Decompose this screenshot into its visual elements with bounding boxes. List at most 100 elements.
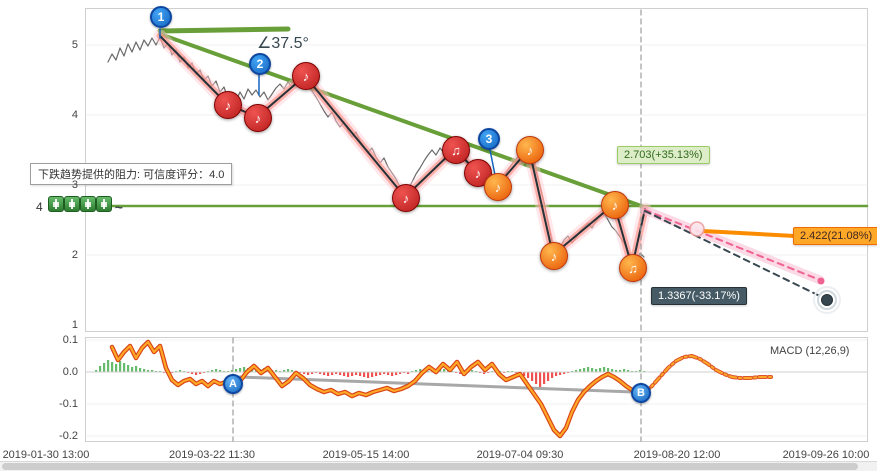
- macd-hist-bar: [107, 360, 110, 372]
- y-axis-tick: -0.1: [59, 398, 78, 410]
- x-axis-tick: 2019-07-04 09:30: [476, 449, 564, 461]
- pivot-marker-2[interactable]: 2: [249, 53, 271, 75]
- macd-hist-bar: [603, 367, 606, 372]
- macd-hist-bar: [327, 372, 330, 376]
- macd-marker-B[interactable]: B: [631, 383, 651, 403]
- macd-hist-bar: [323, 372, 326, 375]
- macd-hist-bar: [195, 372, 198, 375]
- resistance-level-badge[interactable]: 2.703(+35.13%): [617, 146, 710, 164]
- macd-hist-bar: [191, 372, 194, 374]
- macd-hist-bar: [275, 370, 278, 372]
- projection-dark: [644, 210, 827, 300]
- macd-hist-bar: [231, 370, 234, 372]
- macd-hist-bar: [343, 372, 346, 376]
- macd-hist-bar: [143, 369, 146, 372]
- pivot-marker-3[interactable]: 3: [478, 128, 500, 150]
- macd-hist-bar: [471, 370, 474, 372]
- macd-hist-bar: [619, 370, 622, 372]
- y-axis-tick: 1: [71, 319, 78, 331]
- x-axis-tick: 2019-08-20 12:00: [633, 449, 721, 461]
- macd-hist-bar: [335, 372, 338, 374]
- target-mid-badge[interactable]: 2.422(21.08%): [793, 227, 877, 245]
- macd-hist-bar: [199, 372, 202, 374]
- trend-angle-label: ∠37.5°: [257, 35, 309, 52]
- macd-hist-bar: [407, 372, 410, 374]
- trend-resistance-tooltip: 下跌趋势提供的阻力: 可信度评分：4.0: [30, 163, 233, 185]
- macd-hist-bar: [291, 370, 294, 372]
- signal-note-marker[interactable]: ♪: [464, 159, 492, 187]
- macd-hist-bar: [551, 372, 554, 378]
- pivot-marker-1[interactable]: 1: [150, 6, 172, 28]
- macd-legend: MACD (12,26,9): [770, 345, 850, 357]
- macd-hist-bar: [627, 370, 630, 372]
- macd-hist-bar: [95, 370, 98, 372]
- target-dot: [821, 294, 833, 306]
- macd-hist-bar: [359, 372, 362, 376]
- signal-note-marker[interactable]: ♪: [484, 173, 512, 201]
- candle-pattern-icon[interactable]: [63, 196, 80, 212]
- y-axis-tick: 5: [71, 39, 78, 51]
- macd-hist-bar: [287, 369, 290, 372]
- y-axis-tick: -0.2: [59, 430, 78, 442]
- macd-hist-bar: [147, 370, 150, 372]
- macd-hist-bar: [611, 369, 614, 372]
- macd-hist-bar: [527, 372, 530, 378]
- macd-hist-bar: [523, 372, 526, 376]
- y-axis-tick: 0.1: [62, 334, 78, 346]
- signal-note-marker[interactable]: ♫: [442, 136, 470, 164]
- signal-note-marker[interactable]: ♪: [292, 62, 320, 90]
- macd-hist-bar: [443, 369, 446, 372]
- macd-hist-bar: [243, 367, 246, 372]
- macd-line: [110, 340, 646, 438]
- macd-hist-bar: [111, 362, 114, 372]
- macd-hist-bar: [351, 372, 354, 376]
- macd-hist-bar: [575, 370, 578, 372]
- macd-hist-bar: [595, 369, 598, 372]
- signal-note-marker[interactable]: ♪: [601, 191, 629, 219]
- macd-hist-bar: [583, 368, 586, 372]
- y-axis-tick: 0.0: [62, 366, 78, 378]
- macd-hist-bar: [367, 372, 370, 378]
- macd-hist-bar: [151, 370, 154, 372]
- macd-hist-bar: [339, 372, 342, 375]
- macd-hist-bar: [591, 368, 594, 372]
- target-connector: [701, 229, 797, 238]
- macd-hist-bar: [415, 370, 418, 372]
- macd-hist-bar: [331, 372, 334, 375]
- signal-note-marker[interactable]: ♪: [540, 242, 568, 270]
- signal-note-marker[interactable]: ♪: [392, 184, 420, 212]
- target-halo-outer: [813, 286, 841, 314]
- pivot-stem: [489, 149, 496, 176]
- target-low-badge[interactable]: 1.3367(-33.17%): [651, 287, 747, 305]
- macd-marker-A[interactable]: A: [223, 374, 243, 394]
- score-row: 4 ~: [34, 196, 123, 217]
- macd-hist-bar: [531, 372, 534, 381]
- macd-hist-bar: [547, 372, 550, 381]
- candle-pattern-icon[interactable]: [47, 196, 64, 212]
- candle-pattern-icon[interactable]: [95, 196, 112, 212]
- signal-note-marker[interactable]: ♪: [214, 91, 242, 119]
- candle-pattern-icon[interactable]: [79, 196, 96, 212]
- signal-note-marker[interactable]: ♫: [619, 254, 647, 282]
- signal-note-marker[interactable]: ♪: [516, 136, 544, 164]
- macd-hist-bar: [319, 372, 322, 374]
- horizontal-scrollbar[interactable]: [0, 461, 877, 471]
- macd-hist-bar: [379, 372, 382, 375]
- macd-hist-bar: [219, 370, 222, 372]
- macd-hist-bar: [363, 372, 366, 377]
- macd-hist-bar: [283, 370, 286, 372]
- macd-hist-bar: [347, 372, 350, 377]
- macd-hist-bar: [459, 372, 462, 374]
- macd-hist-bar: [127, 365, 130, 372]
- macd-hist-bar: [307, 372, 310, 375]
- macd-hist-bar: [103, 363, 106, 372]
- macd-hist-bar: [123, 363, 126, 372]
- signal-note-marker[interactable]: ♪: [244, 104, 272, 132]
- macd-hist-bar: [179, 370, 182, 372]
- scrollbar-handle[interactable]: [2, 463, 858, 470]
- macd-hist-bar: [119, 361, 122, 372]
- macd-hist-bar: [615, 370, 618, 372]
- projection-node: [689, 221, 705, 237]
- macd-hist-bar: [235, 369, 238, 372]
